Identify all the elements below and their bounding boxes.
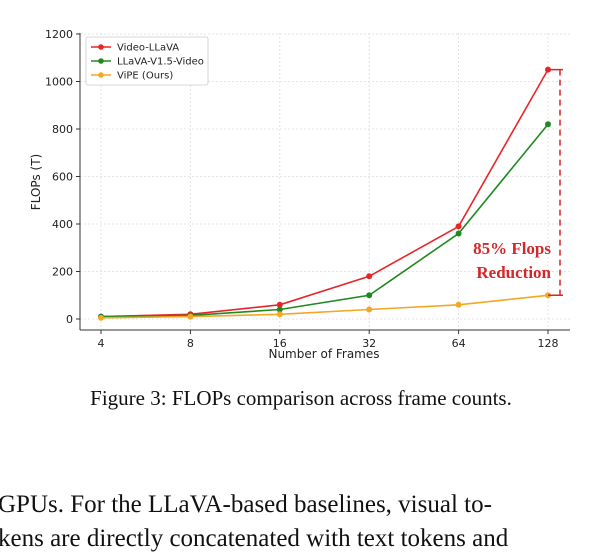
data-point — [455, 223, 462, 230]
legend: Video-LLaVA LLaVA-V1.5-Video ViPE (Ours) — [85, 36, 209, 86]
legend-swatch-marker — [98, 58, 104, 64]
y-tick-label: 0 — [66, 313, 73, 326]
body-paragraph: GPUs. For the LLaVA-based baselines, vis… — [0, 488, 602, 556]
x-tick-label: 4 — [98, 337, 105, 350]
data-point — [276, 301, 283, 308]
y-tick-label: 800 — [52, 123, 73, 136]
flops-chart: 0 200 400 600 800 1000 1200 4 8 16 32 64 128 85% Flo… — [29, 28, 570, 361]
data-point — [545, 121, 551, 128]
series-line-2 — [100, 294, 549, 319]
x-tick-label: 128 — [538, 337, 559, 350]
y-tick-label: 600 — [52, 171, 73, 184]
legend-swatch-marker — [98, 44, 104, 50]
figure-caption: Figure 3: FLOPs comparison across frame … — [90, 386, 512, 410]
y-tick-label: 1200 — [45, 28, 73, 41]
legend-entry-label: Video-LLaVA — [117, 43, 179, 54]
data-point — [276, 311, 283, 318]
data-point — [455, 230, 462, 237]
annotation-layer: 85% Flops Reduction — [473, 68, 563, 296]
y-tick-label: 400 — [52, 218, 73, 231]
data-point — [366, 306, 373, 313]
y-axis-title: FLOPs (T) — [29, 154, 43, 210]
x-axis-title: Number of Frames — [268, 347, 379, 361]
data-point — [187, 313, 194, 320]
x-tick-label: 64 — [452, 337, 466, 350]
annotation-line-1: 85% Flops — [473, 239, 551, 258]
series-layer — [98, 66, 551, 321]
legend-entry-label: ViPE (Ours) — [117, 71, 173, 82]
legend-swatch-marker — [98, 72, 104, 78]
x-tick-label: 8 — [187, 337, 194, 350]
series-line-0 — [100, 69, 549, 318]
y-tick-label: 200 — [52, 266, 73, 279]
data-point — [366, 273, 373, 280]
series-line-1 — [100, 123, 549, 318]
axes-layer: 0 200 400 600 800 1000 1200 4 8 16 32 64 128 — [45, 28, 570, 350]
data-point — [366, 292, 373, 299]
y-tick-label: 1000 — [45, 76, 73, 89]
annotation-line-2: Reduction — [476, 263, 551, 282]
legend-entry-label: LLaVA-V1.5-Video — [117, 57, 204, 68]
body-line-2: kens are directly concatenated with text… — [0, 525, 509, 552]
body-line-1: GPUs. For the LLaVA-based baselines, vis… — [0, 491, 492, 518]
x-tick-label: 16 — [273, 337, 287, 350]
legend-box — [85, 36, 209, 86]
x-tick-label: 32 — [362, 337, 376, 350]
data-point — [98, 314, 104, 321]
data-point — [276, 306, 283, 313]
data-point — [455, 301, 462, 308]
